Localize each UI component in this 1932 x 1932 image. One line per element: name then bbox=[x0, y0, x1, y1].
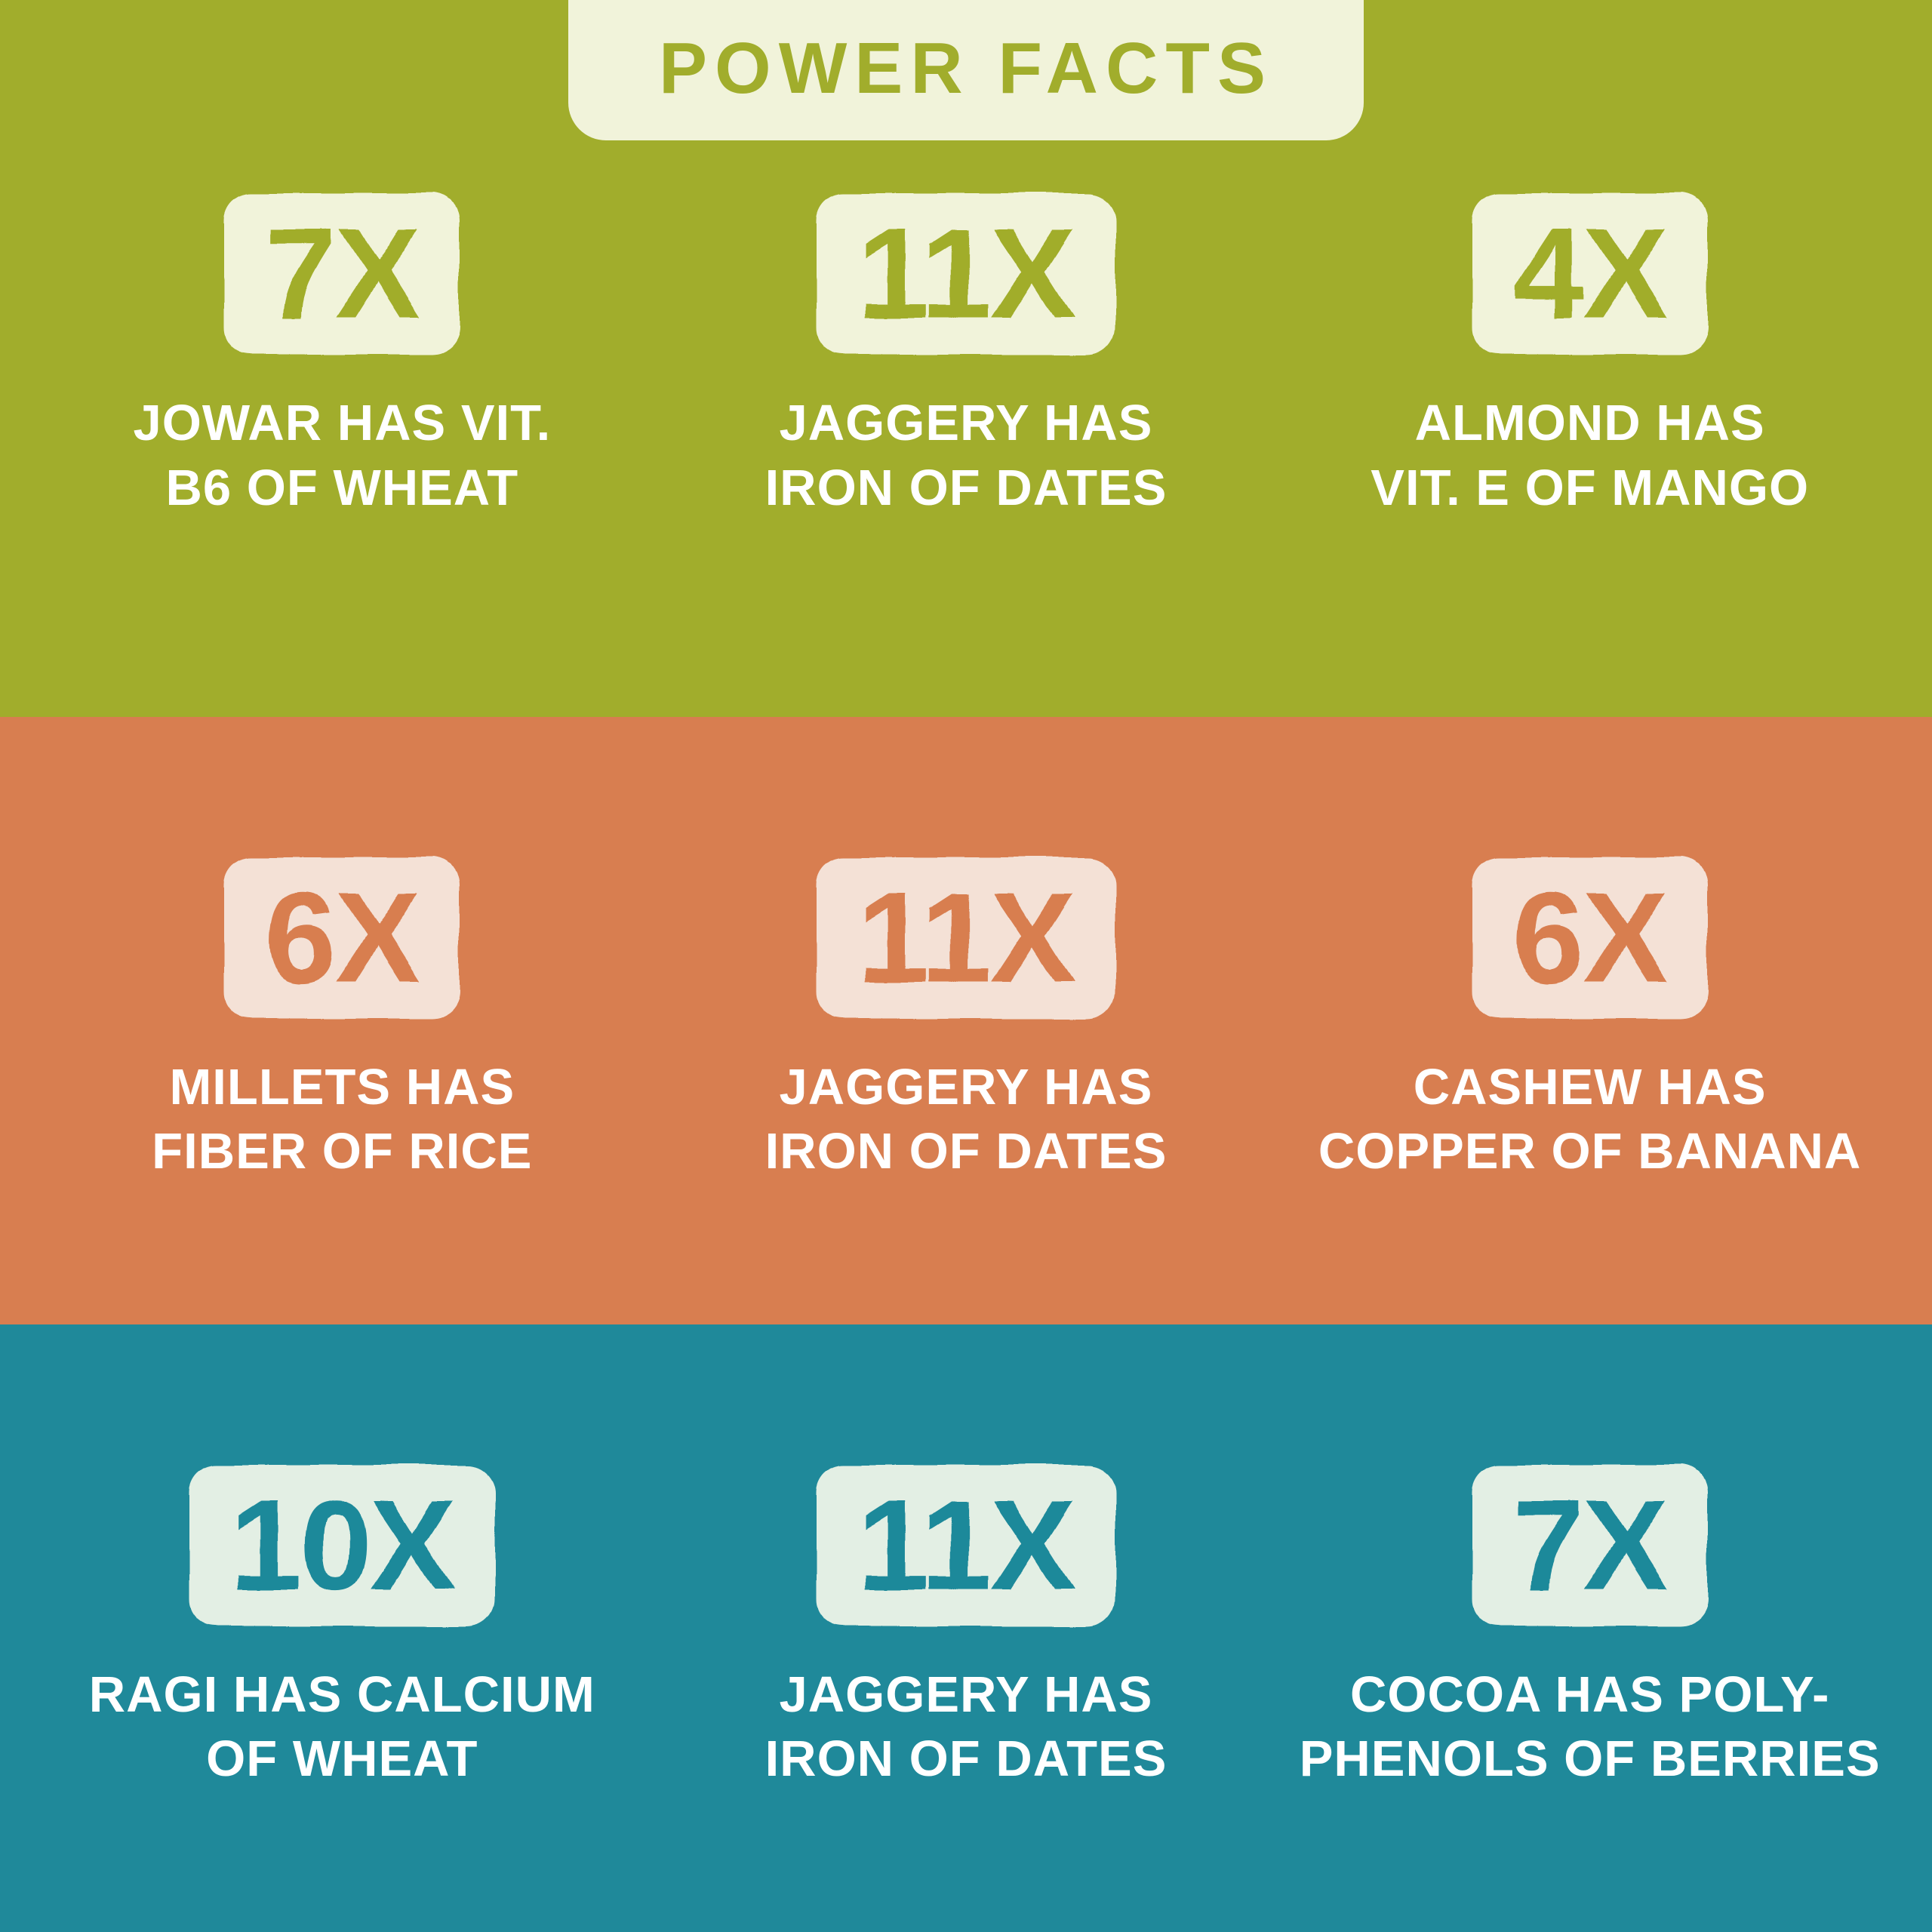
facts-row-3: 10X RAGI HAS CALCIUM OF WHEAT 11X JAGGER… bbox=[0, 1324, 1932, 1932]
fact-line2: IRON OF DATES bbox=[765, 1123, 1168, 1180]
stat-box: 11X bbox=[817, 193, 1115, 355]
fact-2-2: 11X JAGGERY HAS IRON OF DATES bbox=[654, 857, 1278, 1185]
stat-box: 7X bbox=[224, 193, 460, 355]
fact-line1: JAGGERY HAS bbox=[779, 395, 1152, 451]
stat-box: 11X bbox=[817, 857, 1115, 1019]
facts-row-1: 7X JOWAR HAS VIT. B6 OF WHEAT 11X JAGGER… bbox=[0, 140, 1932, 717]
fact-line2: IRON OF DATES bbox=[765, 1730, 1168, 1787]
fact-3-3: 7X COCOA HAS POLY- PHENOLS OF BERRIES bbox=[1278, 1465, 1902, 1792]
fact-3-1: 10X RAGI HAS CALCIUM OF WHEAT bbox=[30, 1465, 654, 1792]
stat-box: 4X bbox=[1472, 193, 1708, 355]
infographic-canvas: POWER FACTS 7X JOWAR HAS VIT. B6 OF WHEA… bbox=[0, 0, 1932, 1932]
fact-desc: RAGI HAS CALCIUM OF WHEAT bbox=[89, 1663, 595, 1792]
fact-desc: JAGGERY HAS IRON OF DATES bbox=[765, 391, 1168, 521]
fact-1-2: 11X JAGGERY HAS IRON OF DATES bbox=[654, 193, 1278, 521]
fact-line2: FIBER OF RICE bbox=[152, 1123, 532, 1180]
fact-line1: RAGI HAS CALCIUM bbox=[89, 1666, 595, 1723]
fact-line1: JOWAR HAS VIT. bbox=[133, 395, 551, 451]
fact-line2: IRON OF DATES bbox=[765, 460, 1168, 516]
fact-2-3: 6X CASHEW HAS COPPER OF BANANA bbox=[1278, 857, 1902, 1185]
fact-line1: COCOA HAS POLY- bbox=[1350, 1666, 1829, 1723]
fact-line1: JAGGERY HAS bbox=[779, 1059, 1152, 1115]
stat-box: 6X bbox=[224, 857, 460, 1019]
fact-desc: ALMOND HAS VIT. E OF MANGO bbox=[1371, 391, 1809, 521]
fact-line2: VIT. E OF MANGO bbox=[1371, 460, 1809, 516]
fact-line2: OF WHEAT bbox=[206, 1730, 478, 1787]
fact-2-1: 6X MILLETS HAS FIBER OF RICE bbox=[30, 857, 654, 1185]
fact-line2: COPPER OF BANANA bbox=[1318, 1123, 1862, 1180]
facts-row-2: 6X MILLETS HAS FIBER OF RICE 11X JAGGERY… bbox=[0, 717, 1932, 1324]
fact-line1: CASHEW HAS bbox=[1414, 1059, 1767, 1115]
fact-3-2: 11X JAGGERY HAS IRON OF DATES bbox=[654, 1465, 1278, 1792]
fact-desc: JAGGERY HAS IRON OF DATES bbox=[765, 1055, 1168, 1185]
title-wrap: POWER FACTS bbox=[568, 0, 1364, 140]
section-1: POWER FACTS 7X JOWAR HAS VIT. B6 OF WHEA… bbox=[0, 0, 1932, 717]
fact-line2: PHENOLS OF BERRIES bbox=[1300, 1730, 1881, 1787]
fact-1-3: 4X ALMOND HAS VIT. E OF MANGO bbox=[1278, 193, 1902, 521]
stat-box: 6X bbox=[1472, 857, 1708, 1019]
fact-line1: ALMOND HAS bbox=[1415, 395, 1765, 451]
fact-line1: MILLETS HAS bbox=[170, 1059, 515, 1115]
fact-line2: B6 OF WHEAT bbox=[166, 460, 519, 516]
stat-box: 11X bbox=[817, 1465, 1115, 1626]
section-3: 10X RAGI HAS CALCIUM OF WHEAT 11X JAGGER… bbox=[0, 1324, 1932, 1932]
title-pill: POWER FACTS bbox=[568, 0, 1364, 140]
stat-box: 10X bbox=[189, 1465, 494, 1626]
stat-box: 7X bbox=[1472, 1465, 1708, 1626]
fact-line1: JAGGERY HAS bbox=[779, 1666, 1152, 1723]
fact-desc: CASHEW HAS COPPER OF BANANA bbox=[1318, 1055, 1862, 1185]
section-2: 6X MILLETS HAS FIBER OF RICE 11X JAGGERY… bbox=[0, 717, 1932, 1324]
fact-1-1: 7X JOWAR HAS VIT. B6 OF WHEAT bbox=[30, 193, 654, 521]
fact-desc: COCOA HAS POLY- PHENOLS OF BERRIES bbox=[1300, 1663, 1881, 1792]
fact-desc: MILLETS HAS FIBER OF RICE bbox=[152, 1055, 532, 1185]
fact-desc: JAGGERY HAS IRON OF DATES bbox=[765, 1663, 1168, 1792]
fact-desc: JOWAR HAS VIT. B6 OF WHEAT bbox=[133, 391, 551, 521]
